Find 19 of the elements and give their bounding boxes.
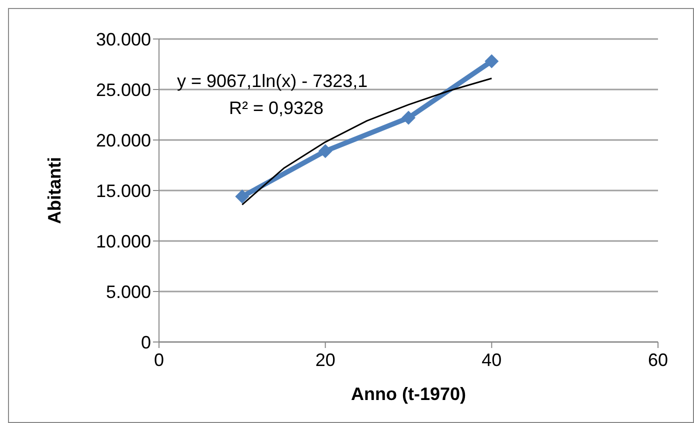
y-tick-label: 30.000 [96, 29, 151, 50]
annotation: R² = 0,9328 [229, 98, 324, 118]
y-tick-label: 10.000 [96, 231, 151, 252]
y-tick-label: 5.000 [106, 282, 151, 302]
y-tick-label: 25.000 [96, 80, 151, 100]
point [235, 190, 250, 204]
x-tick-label: 60 [648, 350, 668, 370]
x-tick-label: 40 [482, 350, 502, 370]
y-tick-label: 15.000 [96, 180, 151, 201]
point [402, 110, 416, 125]
y-tick-label: 0 [140, 332, 151, 352]
x-axis-title: Anno (t-1970) [350, 384, 466, 404]
x-tick-label: 0 [154, 350, 164, 370]
point [484, 54, 499, 68]
annotation: y = 9067,1ln(x) - 7323,1 [177, 71, 368, 91]
point [318, 144, 332, 158]
y-axis-title: Abitanti [44, 157, 64, 224]
x-tick-label: 20 [315, 350, 336, 370]
y-tick-label: 20.000 [96, 130, 151, 150]
